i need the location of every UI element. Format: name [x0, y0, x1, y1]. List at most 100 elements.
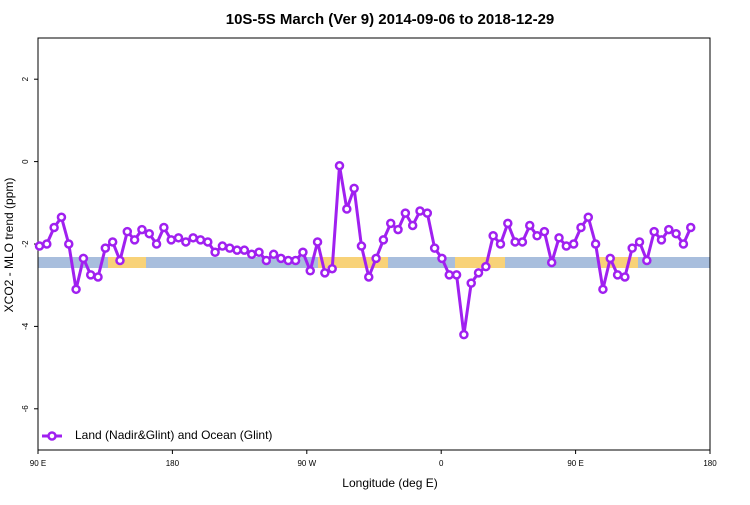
point: [422, 208, 433, 218]
point: [224, 243, 235, 253]
y-axis-label: XCO2 - MLO trend (ppm): [2, 178, 16, 313]
point: [627, 243, 637, 253]
point: [290, 255, 301, 266]
point: [268, 249, 279, 260]
point: [334, 160, 345, 171]
point: [85, 270, 96, 280]
legend-label: Land (Nadir&Glint) and Ocean (Glint): [75, 428, 272, 442]
land-band: [598, 257, 638, 268]
point: [232, 245, 242, 255]
point: [568, 239, 579, 249]
point: [64, 239, 74, 249]
point: [664, 224, 674, 235]
point: [400, 208, 411, 218]
legend-marker: [47, 431, 57, 441]
point: [276, 253, 286, 264]
point: [678, 239, 689, 249]
point: [378, 235, 389, 245]
point: [298, 247, 308, 257]
point: [364, 272, 374, 282]
x-axis-label: Longitude (deg E): [342, 476, 437, 490]
point: [415, 206, 425, 216]
point: [517, 237, 528, 247]
point: [473, 268, 484, 278]
point: [349, 183, 359, 194]
point: [159, 222, 169, 233]
point: [122, 226, 133, 237]
point: [385, 218, 396, 229]
point: [561, 241, 572, 251]
point: [634, 237, 645, 247]
point: [261, 255, 272, 266]
point: [451, 270, 462, 280]
point: [356, 241, 367, 251]
point: [195, 235, 206, 245]
point: [78, 253, 89, 264]
point: [34, 241, 45, 251]
point: [466, 278, 476, 288]
point: [188, 233, 198, 243]
point: [144, 228, 155, 239]
land-band: [318, 257, 388, 268]
point: [437, 253, 447, 264]
point: [151, 239, 162, 249]
point: [481, 261, 491, 272]
point: [305, 266, 315, 276]
point: [429, 243, 440, 253]
point: [525, 220, 535, 231]
point: [510, 237, 520, 247]
y-tick-label: 2: [21, 76, 30, 81]
point: [49, 222, 59, 233]
point: [71, 284, 81, 295]
point: [393, 224, 403, 235]
point: [612, 270, 623, 280]
point: [312, 237, 323, 247]
point: [649, 226, 659, 237]
x-tick-label: 90 E: [567, 459, 583, 468]
point: [283, 255, 294, 266]
point: [371, 253, 381, 264]
point: [488, 231, 498, 241]
point: [539, 226, 550, 237]
point: [93, 272, 103, 282]
land-band: [455, 257, 505, 268]
point: [107, 237, 118, 247]
point: [598, 284, 608, 295]
point: [342, 204, 352, 214]
point: [407, 220, 418, 231]
point: [129, 235, 140, 245]
point: [656, 235, 667, 245]
point: [532, 231, 542, 241]
y-tick-label: 0: [21, 159, 30, 164]
point: [166, 235, 176, 245]
point: [137, 224, 147, 235]
y-tick-label: -4: [21, 322, 30, 330]
point: [495, 239, 506, 249]
point: [56, 212, 67, 222]
point: [181, 237, 191, 247]
point: [42, 239, 52, 249]
point: [642, 255, 652, 266]
point: [605, 253, 615, 264]
x-tick-label: 180: [703, 459, 717, 468]
point: [685, 222, 696, 233]
point: [173, 233, 184, 243]
point: [210, 247, 220, 257]
point: [576, 222, 586, 233]
point: [320, 268, 330, 278]
point: [459, 329, 469, 340]
x-tick-label: 90 E: [30, 459, 46, 468]
point: [100, 243, 111, 253]
point: [217, 241, 228, 251]
chart-title: 10S-5S March (Ver 9) 2014-09-06 to 2018-…: [226, 11, 555, 28]
point: [203, 237, 213, 247]
x-tick-label: 0: [439, 459, 444, 468]
point: [620, 272, 630, 282]
point: [239, 245, 250, 255]
x-tick-label: 180: [166, 459, 180, 468]
point: [671, 228, 681, 239]
point: [444, 270, 455, 280]
point: [327, 263, 337, 274]
point: [254, 247, 264, 257]
